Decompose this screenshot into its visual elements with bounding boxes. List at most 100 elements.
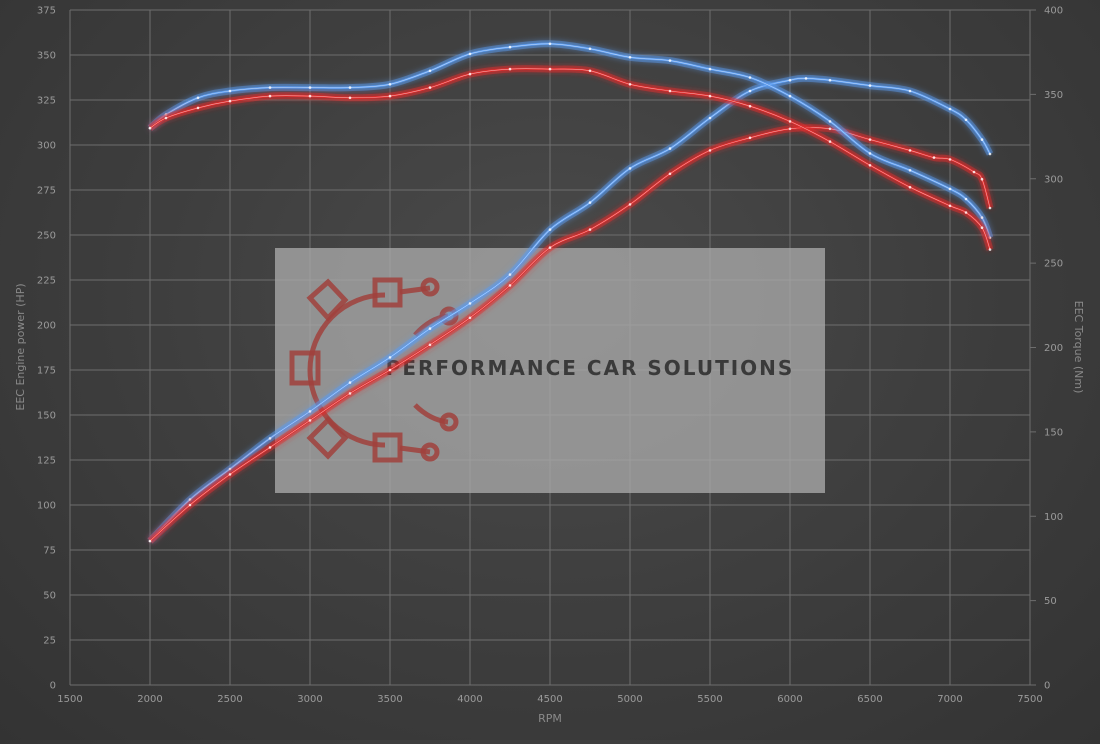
x-tick-label: 2000 [137, 694, 162, 705]
y2-tick-label: 300 [1044, 174, 1063, 185]
torque-stock-point [908, 185, 912, 189]
power-tuned-point [468, 302, 472, 305]
y-tick-label: 150 [37, 411, 56, 422]
x-tick-label: 3000 [297, 694, 322, 705]
power-tuned-point [348, 381, 352, 384]
y2-axis-title: EEC Torque (Nm) [1072, 301, 1085, 394]
y-tick-label: 250 [37, 231, 56, 242]
power-tuned-point [748, 89, 752, 93]
torque-tuned-point [228, 89, 232, 93]
gear-logo-icon [289, 277, 459, 463]
power-stock-point [428, 343, 432, 347]
power-stock-point [668, 172, 672, 176]
y-tick-label: 325 [37, 96, 56, 107]
y-axis-title: EEC Engine power (HP) [14, 283, 27, 410]
y-tick-label: 25 [43, 636, 56, 647]
y-tick-label: 375 [37, 6, 56, 17]
torque-stock-point [980, 226, 984, 229]
torque-tuned-point [628, 56, 632, 59]
x-tick-label: 6500 [857, 694, 882, 705]
y-tick-label: 125 [37, 456, 56, 467]
y-tick-label: 50 [43, 591, 56, 602]
series-layer [147, 40, 994, 544]
y-tick-label: 75 [43, 546, 56, 557]
y-tick-label: 175 [37, 366, 56, 377]
torque-tuned-point [868, 152, 872, 155]
power-tuned-point [988, 152, 992, 156]
power-tuned-point [428, 327, 432, 330]
y2-tick-label: 200 [1044, 343, 1063, 354]
torque-tuned-point [348, 86, 352, 89]
power-tuned-point [388, 356, 392, 359]
torque-stock-point [428, 86, 432, 89]
torque-stock-point [348, 96, 352, 100]
torque-stock-point [228, 99, 232, 103]
power-tuned-point [868, 84, 872, 87]
x-axis-title: RPM [538, 712, 562, 725]
power-tuned-point [628, 167, 632, 170]
power-stock-point [508, 284, 512, 287]
torque-tuned-point [468, 52, 472, 56]
torque-stock-point [668, 89, 672, 93]
y-tick-label: 0 [50, 681, 56, 692]
torque-tuned-point [588, 47, 592, 51]
torque-tuned-point [268, 86, 272, 89]
power-stock-point [748, 136, 752, 140]
power-tuned-point [908, 89, 912, 93]
y2-tick-label: 250 [1044, 259, 1063, 270]
x-tick-label: 3500 [377, 694, 402, 705]
x-tick-label: 1500 [57, 694, 82, 705]
torque-stock-point [748, 104, 752, 108]
power-stock-point [868, 138, 872, 141]
y2-tick-label: 100 [1044, 512, 1063, 523]
torque-stock-point [628, 83, 632, 86]
power-tuned-point [308, 410, 312, 413]
torque-tuned-point [828, 120, 832, 123]
y-tick-label: 350 [37, 51, 56, 62]
y-tick-label: 225 [37, 276, 56, 287]
tick-layer: 1500 2000 2500 3000 3500 4000 4500 5000 5500 6000… [37, 6, 1063, 706]
torque-stock-point [164, 116, 168, 120]
torque-tuned-point [908, 169, 912, 172]
power-stock-point [388, 368, 392, 372]
power-stock-point [788, 127, 792, 131]
torque-tuned-point [788, 94, 792, 98]
power-stock-point [972, 170, 976, 174]
power-tuned-point [948, 107, 952, 111]
torque-tuned-point [964, 197, 968, 201]
torque-stock-point [708, 94, 712, 98]
torque-tuned-point [668, 59, 672, 62]
power-stock-point [932, 156, 936, 159]
power-stock-point [468, 316, 472, 320]
y-tick-label: 300 [37, 141, 56, 152]
x-tick-label: 7500 [1017, 694, 1042, 705]
torque-stock-point [268, 94, 272, 98]
torque-tuned-point [708, 67, 712, 71]
torque-tuned-point [428, 69, 432, 73]
torque-tuned-point [548, 42, 552, 46]
torque-stock-point [868, 164, 872, 167]
torque-stock-point [548, 67, 552, 71]
x-tick-label: 5000 [617, 694, 642, 705]
torque-stock-point [468, 72, 472, 76]
power-stock-point [828, 127, 832, 131]
x-tick-label: 4000 [457, 694, 482, 705]
power-tuned-point [788, 78, 792, 82]
torque-stock-point [788, 120, 792, 123]
torque-tuned-point [196, 96, 200, 100]
torque-stock-point [196, 106, 200, 110]
power-stock-point [588, 228, 592, 231]
torque-stock-point [828, 140, 832, 143]
power-stock-point [980, 177, 984, 181]
x-tick-label: 6000 [777, 694, 802, 705]
x-tick-label: 4500 [537, 694, 562, 705]
torque-stock-point [148, 126, 152, 130]
torque-stock-point [388, 94, 392, 98]
power-stock-point [348, 392, 352, 395]
power-stock-point [308, 419, 312, 422]
power-stock-point [708, 149, 712, 152]
power-stock-point [948, 158, 952, 161]
torque-stock-point [948, 204, 952, 208]
